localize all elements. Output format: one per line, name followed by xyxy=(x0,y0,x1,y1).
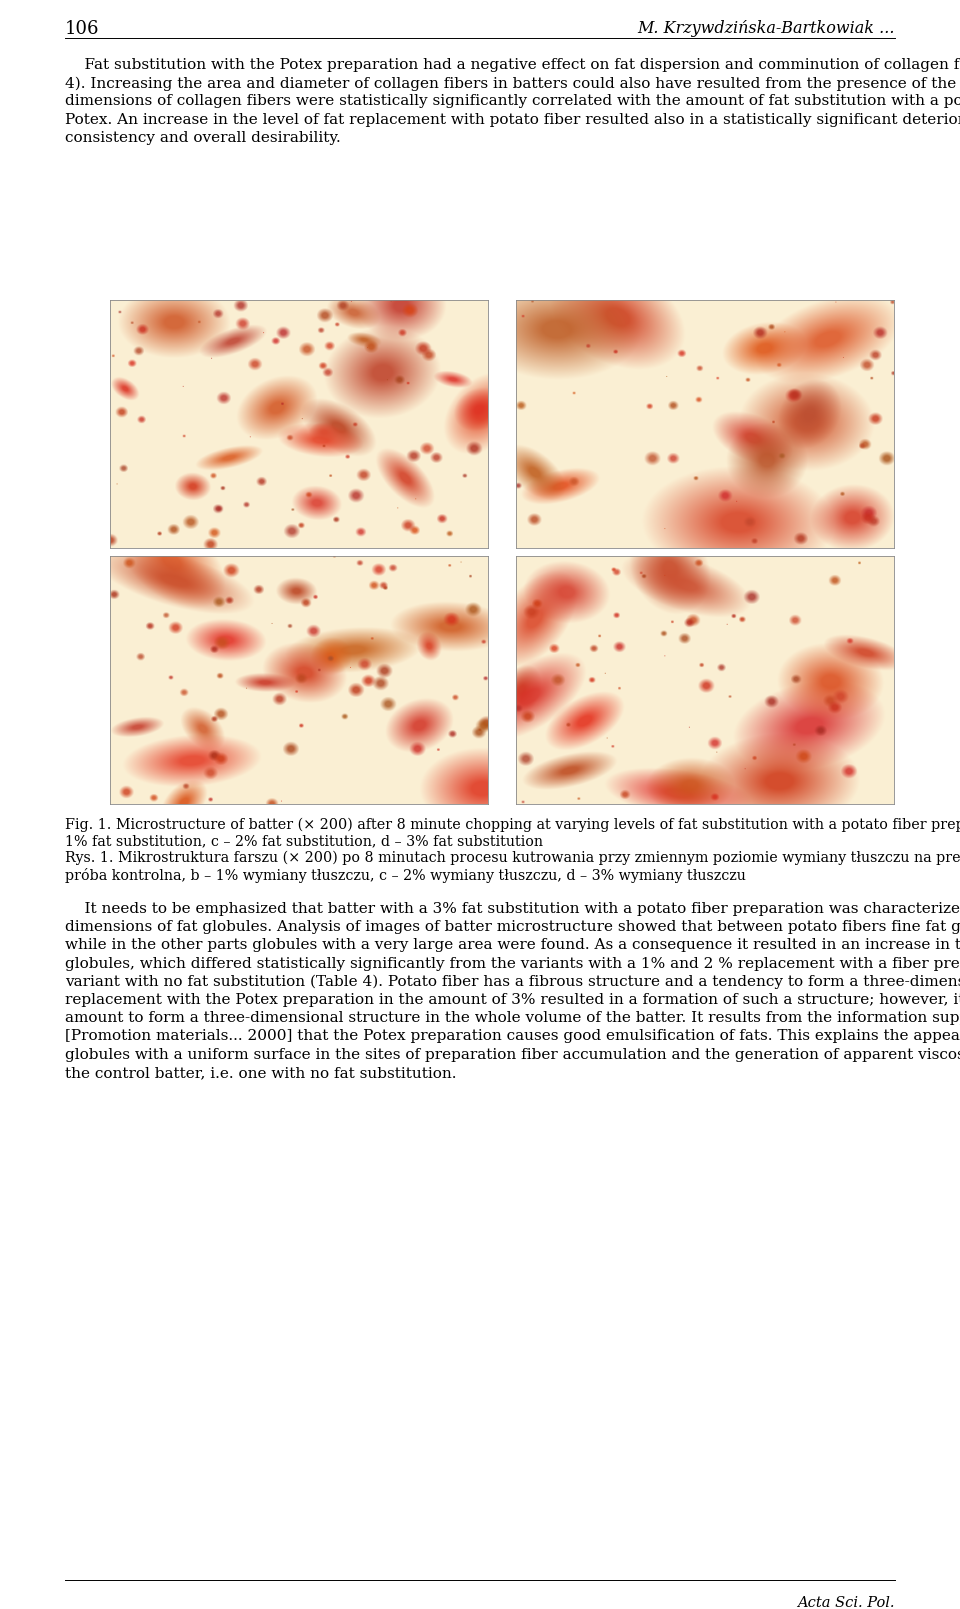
Text: c: c xyxy=(117,772,129,792)
Text: d: d xyxy=(523,772,537,792)
Text: variant with no fat substitution (Table 4). Potato fiber has a fibrous structure: variant with no fat substitution (Table … xyxy=(65,975,960,990)
Text: globules, which differed statistically significantly from the variants with a 1%: globules, which differed statistically s… xyxy=(65,957,960,970)
Text: consistency and overall desirability.: consistency and overall desirability. xyxy=(65,130,341,145)
Text: 4). Increasing the area and diameter of collagen fibers in batters could also ha: 4). Increasing the area and diameter of … xyxy=(65,76,960,90)
Text: M. Krzywdzińska-Bartkowiak ...: M. Krzywdzińska-Bartkowiak ... xyxy=(637,19,895,37)
Text: the control batter, i.e. one with no fat substitution.: the control batter, i.e. one with no fat… xyxy=(65,1065,457,1080)
Text: Fat substitution with the Potex preparation had a negative effect on fat dispers: Fat substitution with the Potex preparat… xyxy=(65,58,960,72)
Text: Fig. 1. Microstructure of batter (× 200) after 8 minute chopping at varying leve: Fig. 1. Microstructure of batter (× 200)… xyxy=(65,817,960,832)
Text: It needs to be emphasized that batter with a 3% fat substitution with a potato f: It needs to be emphasized that batter wi… xyxy=(65,903,960,916)
Text: dimensions of collagen fibers were statistically significantly correlated with t: dimensions of collagen fibers were stati… xyxy=(65,95,960,108)
Text: próba kontrolna, b – 1% wymiany tłuszczu, c – 2% wymiany tłuszczu, d – 3% wymian: próba kontrolna, b – 1% wymiany tłuszczu… xyxy=(65,867,746,882)
Text: Rys. 1. Mikrostruktura farszu (× 200) po 8 minutach procesu kutrowania przy zmie: Rys. 1. Mikrostruktura farszu (× 200) po… xyxy=(65,851,960,866)
Text: replacement with the Potex preparation in the amount of 3% resulted in a formati: replacement with the Potex preparation i… xyxy=(65,993,960,1007)
Text: 1% fat substitution, c – 2% fat substitution, d – 3% fat substitution: 1% fat substitution, c – 2% fat substitu… xyxy=(65,835,543,848)
Text: [Promotion materials... 2000] that the Potex preparation causes good emulsificat: [Promotion materials... 2000] that the P… xyxy=(65,1030,960,1043)
Text: Potex. An increase in the level of fat replacement with potato fiber resulted al: Potex. An increase in the level of fat r… xyxy=(65,113,960,127)
Text: dimensions of fat globules. Analysis of images of batter microstructure showed t: dimensions of fat globules. Analysis of … xyxy=(65,920,960,935)
Text: Acta Sci. Pol.: Acta Sci. Pol. xyxy=(798,1596,895,1609)
Text: amount to form a three-dimensional structure in the whole volume of the batter. : amount to form a three-dimensional struc… xyxy=(65,1010,960,1025)
Text: a: a xyxy=(117,516,130,536)
Text: b: b xyxy=(523,516,537,536)
Text: globules with a uniform surface in the sites of preparation fiber accumulation a: globules with a uniform surface in the s… xyxy=(65,1047,960,1062)
Text: 106: 106 xyxy=(65,19,100,39)
Text: while in the other parts globules with a very large area were found. As a conseq: while in the other parts globules with a… xyxy=(65,938,960,953)
